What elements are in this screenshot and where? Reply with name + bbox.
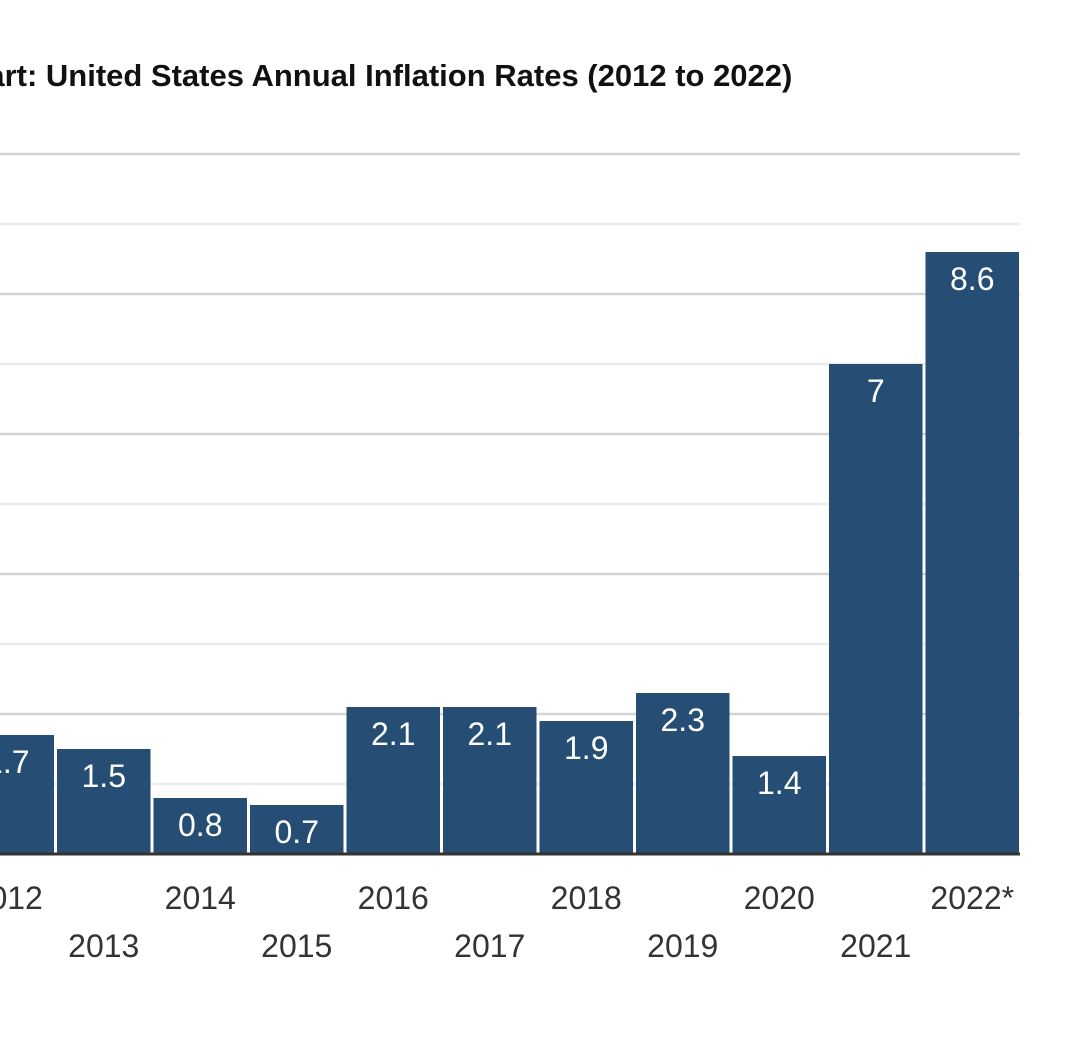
x-tick-label: 2012 xyxy=(0,880,43,916)
bar xyxy=(346,707,440,854)
bar xyxy=(443,707,537,854)
bar xyxy=(57,749,151,854)
x-tick-label: 2016 xyxy=(358,880,429,916)
bar xyxy=(539,721,633,854)
bar xyxy=(829,364,923,854)
bar xyxy=(0,735,54,854)
bar-value-label: 1.5 xyxy=(82,758,126,794)
bar xyxy=(636,693,730,854)
bar-value-label: 2.1 xyxy=(371,716,415,752)
chart-title-text: Chart: United States Annual Inflation Ra… xyxy=(0,58,793,93)
bar xyxy=(250,805,344,854)
x-tick-label: 2020 xyxy=(744,880,815,916)
bar xyxy=(925,252,1019,854)
bar-value-label: 7 xyxy=(867,373,885,409)
chart-title: Chart: United States Annual Inflation Ra… xyxy=(0,58,846,94)
bar-value-label: 0.7 xyxy=(275,814,319,850)
x-tick-label: 2017 xyxy=(454,928,525,964)
bar-value-label: 0.8 xyxy=(178,807,222,843)
x-tick-label: 2014 xyxy=(165,880,236,916)
x-tick-label: 2019 xyxy=(647,928,718,964)
x-tick-label: 2022* xyxy=(930,880,1014,916)
bar-value-label: 2.1 xyxy=(468,716,512,752)
x-tick-label: 2013 xyxy=(68,928,139,964)
bar xyxy=(153,798,247,854)
bar-value-label: 8.6 xyxy=(950,261,994,297)
x-tick-labels: 2012 2013 2014 2015 2016 2017 2018 2019 2020 2021… xyxy=(0,880,1014,964)
bar-value-label: 1.9 xyxy=(564,730,608,766)
bars xyxy=(0,252,1019,854)
x-tick-label: 2021 xyxy=(840,928,911,964)
bar-value-label: 1.4 xyxy=(757,765,801,801)
bar-value-label: 1.7 xyxy=(0,744,29,780)
bar xyxy=(732,756,826,854)
x-tick-label: 2015 xyxy=(261,928,332,964)
x-tick-label: 2018 xyxy=(551,880,622,916)
bar-value-labels: 1.7 1.5 0.8 0.7 2.1 2.1 1.9 2.3 1.4 7 8.6 xyxy=(0,261,994,850)
bar-value-label: 2.3 xyxy=(661,702,705,738)
